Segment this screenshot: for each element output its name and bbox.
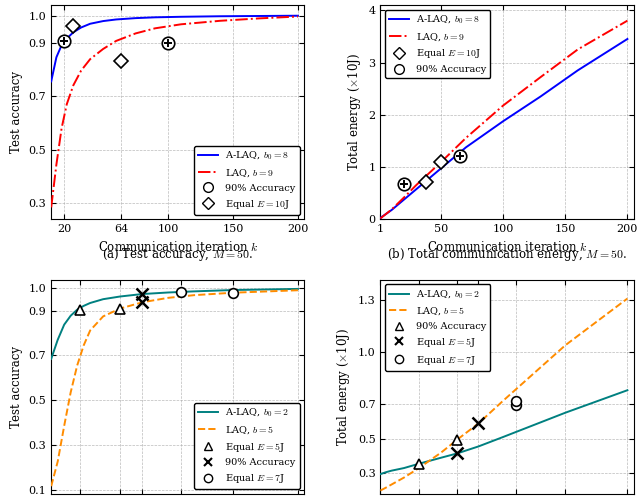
X-axis label: Communication iteration $k$: Communication iteration $k$ <box>427 240 588 254</box>
Y-axis label: Total energy ($\times$10J): Total energy ($\times$10J) <box>346 53 363 171</box>
Legend: A-LAQ, $b_0 = 8$, LAQ, $b = 9$, 90% Accuracy, Equal $E = 10$J: A-LAQ, $b_0 = 8$, LAQ, $b = 9$, 90% Accu… <box>195 146 300 215</box>
Text: (b) Total communication energy, $M = 50$.: (b) Total communication energy, $M = 50$… <box>387 246 627 263</box>
Text: (a) Test accuracy, $M = 50$.: (a) Test accuracy, $M = 50$. <box>102 246 253 263</box>
Y-axis label: Test accuracy: Test accuracy <box>10 346 23 428</box>
Y-axis label: Total energy ($\times$10J): Total energy ($\times$10J) <box>335 328 352 446</box>
Y-axis label: Test accuracy: Test accuracy <box>10 71 23 153</box>
Legend: A-LAQ, $b_0 = 2$, LAQ, $b = 5$, 90% Accuracy, Equal $E = 5$J, Equal $E = 7$J: A-LAQ, $b_0 = 2$, LAQ, $b = 5$, 90% Accu… <box>385 284 490 371</box>
Legend: A-LAQ, $b_0 = 8$, LAQ, $b = 9$, Equal $E = 10$J, 90% Accuracy: A-LAQ, $b_0 = 8$, LAQ, $b = 9$, Equal $E… <box>385 10 490 78</box>
X-axis label: Communication iteration $k$: Communication iteration $k$ <box>97 240 258 254</box>
Legend: A-LAQ, $b_0 = 2$, LAQ, $b = 5$, Equal $E = 5$J, 90% Accuracy, Equal $E = 7$J: A-LAQ, $b_0 = 2$, LAQ, $b = 5$, Equal $E… <box>195 403 300 489</box>
